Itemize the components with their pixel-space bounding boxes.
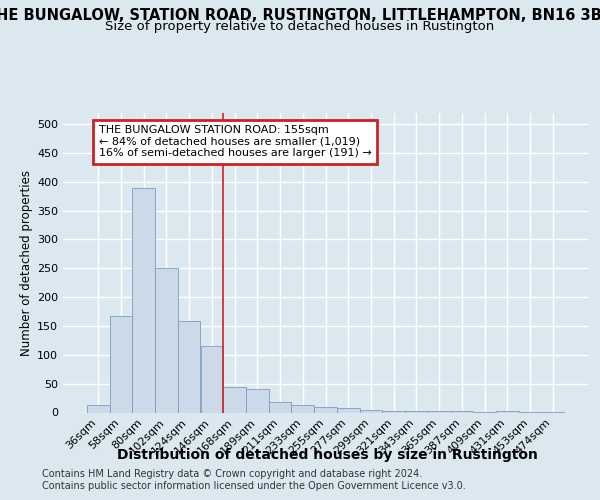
Text: Distribution of detached houses by size in Rustington: Distribution of detached houses by size … bbox=[116, 448, 538, 462]
Bar bbox=[223, 386, 246, 412]
Bar bbox=[178, 322, 200, 412]
Bar bbox=[382, 411, 405, 412]
Bar bbox=[314, 406, 337, 412]
Bar bbox=[133, 188, 155, 412]
Bar bbox=[87, 405, 110, 412]
Bar bbox=[110, 316, 133, 412]
Bar bbox=[359, 410, 382, 412]
Text: Size of property relative to detached houses in Rustington: Size of property relative to detached ho… bbox=[106, 20, 494, 33]
Bar bbox=[292, 405, 314, 412]
Bar bbox=[200, 346, 223, 412]
Text: THE BUNGALOW, STATION ROAD, RUSTINGTON, LITTLEHAMPTON, BN16 3BA: THE BUNGALOW, STATION ROAD, RUSTINGTON, … bbox=[0, 8, 600, 22]
Bar bbox=[337, 408, 359, 412]
Bar bbox=[269, 402, 292, 412]
Bar bbox=[496, 411, 518, 412]
Text: THE BUNGALOW STATION ROAD: 155sqm
← 84% of detached houses are smaller (1,019)
1: THE BUNGALOW STATION ROAD: 155sqm ← 84% … bbox=[98, 125, 371, 158]
Text: Contains HM Land Registry data © Crown copyright and database right 2024.
Contai: Contains HM Land Registry data © Crown c… bbox=[42, 469, 466, 490]
Y-axis label: Number of detached properties: Number of detached properties bbox=[20, 170, 33, 356]
Bar bbox=[246, 390, 269, 412]
Bar bbox=[405, 411, 428, 412]
Bar bbox=[155, 268, 178, 412]
